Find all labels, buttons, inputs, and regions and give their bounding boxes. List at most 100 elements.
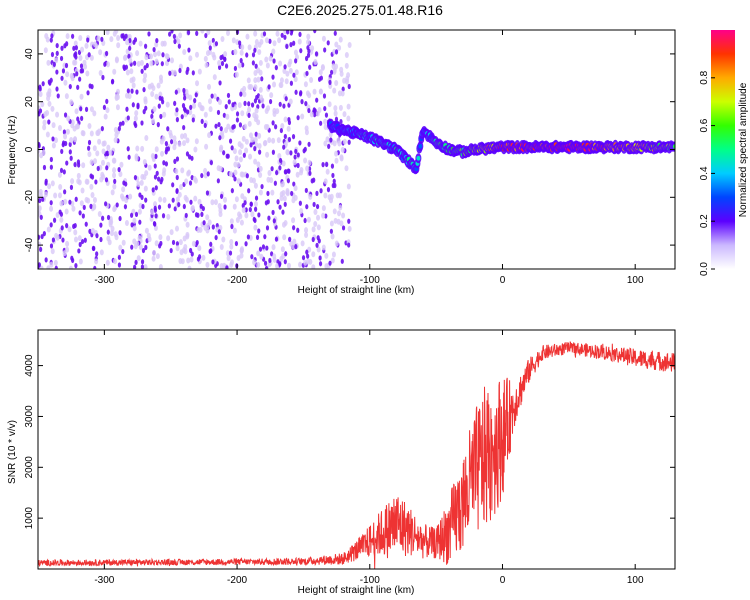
noise-blob — [299, 207, 304, 214]
noise-blob — [42, 124, 47, 131]
noise-blob — [63, 133, 68, 140]
noise-blob — [75, 71, 79, 77]
noise-blob — [50, 248, 55, 255]
noise-blob — [151, 255, 156, 262]
noise-blob — [224, 104, 228, 110]
noise-blob — [344, 165, 349, 172]
noise-blob — [218, 146, 223, 153]
noise-blob — [130, 244, 134, 250]
noise-blob — [97, 138, 102, 145]
noise-blob — [162, 160, 166, 166]
colorbar-axes: 0.0 0.2 0.4 0.6 0.8 — [699, 70, 715, 276]
noise-blob — [258, 86, 263, 93]
noise-blob — [158, 263, 163, 269]
noise-blob — [305, 165, 310, 172]
noise-blob — [217, 98, 222, 105]
noise-blob — [247, 44, 252, 51]
noise-blob — [150, 113, 154, 119]
noise-blob — [57, 192, 62, 199]
noise-blob — [234, 155, 239, 162]
noise-blob — [53, 192, 58, 199]
noise-blob — [106, 214, 111, 221]
noise-blob — [49, 222, 53, 228]
noise-blob — [315, 97, 319, 103]
noise-blob — [120, 33, 124, 39]
noise-blob — [305, 204, 309, 210]
noise-blob — [207, 49, 212, 56]
noise-blob — [95, 233, 99, 239]
noise-blob — [155, 253, 160, 260]
noise-blob — [69, 99, 74, 106]
noise-blob — [97, 210, 102, 217]
snr-xlabel: Height of straight line (km) — [298, 585, 415, 596]
noise-blob — [238, 156, 243, 163]
noise-blob — [226, 255, 231, 262]
noise-blob — [314, 51, 319, 57]
noise-blob — [116, 35, 121, 42]
noise-blob — [140, 68, 144, 74]
noise-blob — [311, 251, 316, 258]
noise-blob — [325, 161, 329, 168]
noise-blob — [289, 80, 294, 86]
noise-blob — [185, 231, 190, 238]
noise-blob — [281, 221, 286, 228]
noise-blob — [99, 236, 103, 243]
noise-blob — [125, 69, 130, 76]
noise-blob — [204, 62, 209, 69]
colorbar-tick-label: 0.8 — [699, 70, 710, 84]
noise-blob — [304, 125, 309, 132]
noise-blob — [318, 255, 322, 261]
noise-blob — [230, 188, 234, 194]
noise-blob — [140, 145, 145, 152]
noise-blob — [162, 111, 167, 118]
noise-blob — [188, 55, 193, 62]
noise-blob — [41, 81, 45, 87]
noise-blob — [173, 100, 177, 107]
noise-blob — [232, 148, 237, 155]
noise-blob — [172, 33, 176, 40]
noise-blob — [312, 88, 317, 95]
noise-blob — [104, 177, 109, 183]
noise-blob — [154, 93, 159, 100]
noise-blob — [78, 210, 82, 216]
noise-blob — [232, 227, 237, 234]
noise-blob — [240, 44, 245, 51]
noise-blob — [285, 187, 290, 194]
noise-blob — [73, 236, 78, 243]
noise-blob — [289, 42, 293, 48]
noise-blob — [156, 50, 161, 57]
noise-blob — [260, 76, 264, 82]
noise-blob — [94, 179, 98, 185]
noise-blob — [186, 30, 191, 36]
noise-blob — [216, 178, 220, 184]
noise-blob — [158, 234, 163, 241]
noise-blob — [143, 185, 148, 192]
noise-blob — [338, 36, 343, 43]
noise-blob — [177, 43, 181, 49]
noise-blob — [50, 180, 55, 187]
noise-blob — [282, 195, 287, 202]
noise-blob — [275, 262, 280, 269]
noise-blob — [208, 98, 213, 105]
noise-blob — [122, 65, 127, 72]
noise-blob — [178, 32, 183, 39]
noise-blob — [191, 117, 195, 123]
noise-blob — [218, 165, 223, 172]
noise-blob — [90, 227, 95, 234]
noise-blob — [325, 168, 330, 175]
noise-blob — [166, 146, 171, 152]
noise-blob — [65, 33, 70, 40]
noise-blob — [185, 137, 190, 144]
noise-blob — [347, 42, 352, 49]
noise-blob — [330, 257, 335, 264]
noise-blob — [180, 167, 185, 174]
noise-blob — [240, 110, 245, 117]
noise-blob — [55, 42, 59, 49]
noise-blob — [69, 72, 74, 79]
noise-blob — [153, 201, 158, 208]
noise-blob — [253, 84, 258, 91]
noise-blob — [136, 104, 140, 110]
noise-blob — [281, 209, 285, 215]
noise-blob — [341, 86, 345, 92]
